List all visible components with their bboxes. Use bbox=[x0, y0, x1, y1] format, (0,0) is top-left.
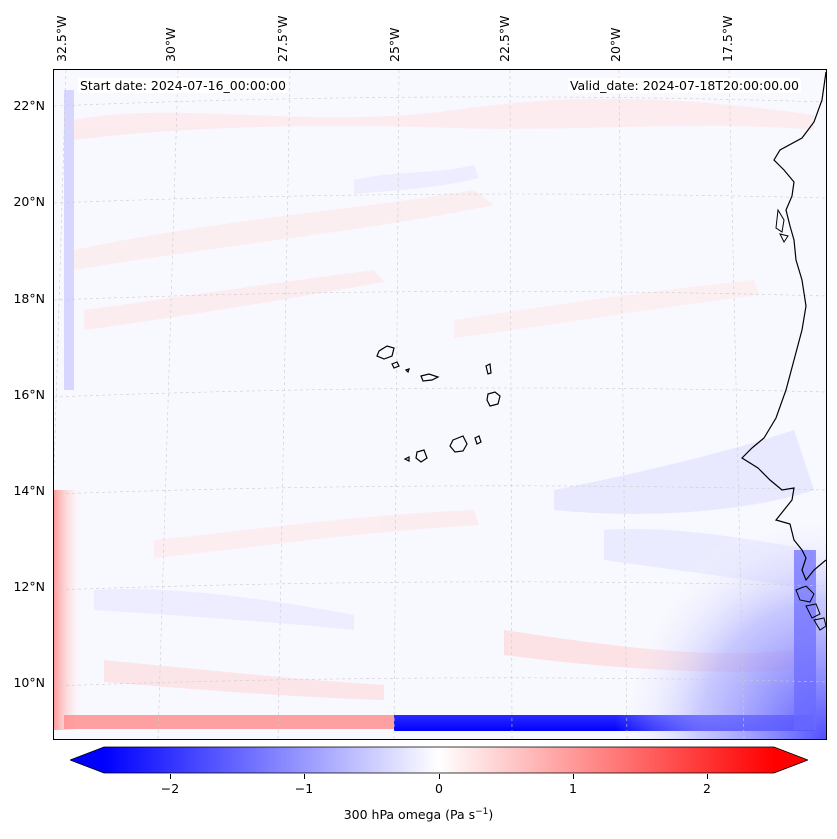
colorbar-tickmark bbox=[439, 774, 440, 779]
colorbar-tick-minus-1: −1 bbox=[294, 781, 314, 796]
colorbar-label-suffix: ) bbox=[488, 807, 494, 823]
valid-date-label: Valid_date: 2024-07-18T20:00:00.00 bbox=[567, 78, 801, 93]
bottom-boundary-red bbox=[64, 715, 394, 729]
colorbar-gradient bbox=[104, 747, 774, 773]
colorbar-tickmark bbox=[170, 774, 171, 779]
colorbar bbox=[68, 746, 810, 774]
lon-label-30w: 30°W bbox=[163, 27, 178, 62]
lat-label-22n: 22°N bbox=[13, 98, 45, 113]
west-african-coastline bbox=[741, 71, 826, 582]
colorbar-low-extension bbox=[70, 747, 104, 773]
lon-label-20w: 20°W bbox=[608, 27, 623, 62]
left-boundary-blue bbox=[64, 90, 74, 390]
southeast-blue-region bbox=[614, 510, 826, 739]
lat-label-14n: 14°N bbox=[13, 483, 45, 498]
bijagos-islands bbox=[795, 585, 826, 631]
colorbar-tick-minus-2: −2 bbox=[160, 781, 180, 796]
lat-label-16n: 16°N bbox=[13, 387, 45, 402]
colorbar-label: 300 hPa omega (Pa s−1) bbox=[0, 807, 837, 822]
colorbar-tickmark bbox=[707, 774, 708, 779]
lat-label-10n: 10°N bbox=[13, 675, 45, 690]
colorbar-tick-2: 2 bbox=[703, 781, 711, 796]
lon-label-17-5w: 17.5°W bbox=[720, 15, 735, 62]
colorbar-tick-0: 0 bbox=[435, 781, 443, 796]
lon-label-25w: 25°W bbox=[387, 27, 402, 62]
map-panel bbox=[53, 69, 827, 740]
lat-label-18n: 18°N bbox=[13, 291, 45, 306]
colorbar-graphic bbox=[68, 746, 810, 774]
colorbar-label-text: 300 hPa omega (Pa s bbox=[343, 807, 476, 823]
cape-verde-islands bbox=[376, 345, 501, 463]
east-boundary-blue bbox=[794, 550, 816, 730]
lon-label-32-5w: 32.5°W bbox=[54, 15, 69, 62]
colorbar-tickmark bbox=[573, 774, 574, 779]
start-date-label: Start date: 2024-07-16_00:00:00 bbox=[78, 78, 288, 93]
colorbar-tick-1: 1 bbox=[569, 781, 577, 796]
colorbar-tickmark bbox=[304, 774, 305, 779]
colorbar-high-extension bbox=[774, 747, 808, 773]
lat-label-20n: 20°N bbox=[13, 194, 45, 209]
lon-label-27-5w: 27.5°W bbox=[275, 15, 290, 62]
colorbar-label-exponent: −1 bbox=[475, 807, 489, 817]
coastal-island-outline bbox=[775, 208, 789, 243]
lat-label-12n: 12°N bbox=[13, 579, 45, 594]
omega-field-map bbox=[54, 70, 826, 739]
left-boundary-red bbox=[54, 490, 84, 730]
lon-label-22-5w: 22.5°W bbox=[497, 15, 512, 62]
gridlines bbox=[54, 70, 826, 739]
